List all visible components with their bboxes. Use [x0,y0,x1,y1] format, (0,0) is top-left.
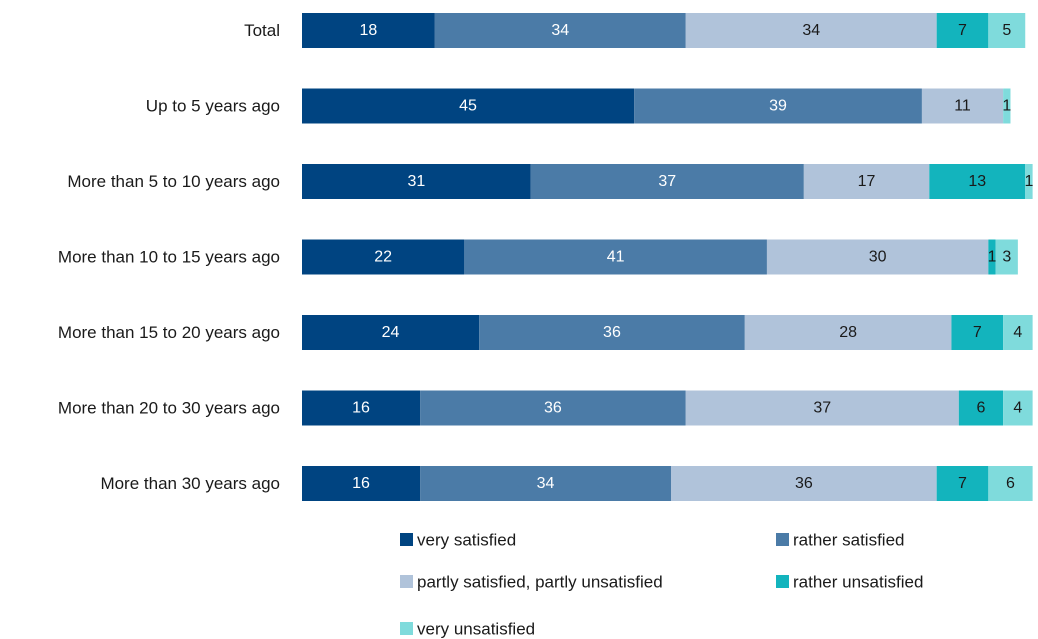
bar-segment [995,239,1018,275]
bar-segment [420,390,686,426]
data-label: 36 [603,324,621,341]
bar-segment [921,88,1004,124]
bar-segment [302,88,635,124]
bar-segment [434,13,686,48]
bar-segment [1003,88,1011,124]
category-axis: Total Up to 5 years ago More than 5 to 10 … [58,21,280,493]
data-label: 17 [858,173,876,190]
data-label: 22 [374,249,392,266]
bar-segment [803,164,930,199]
bar-segment [1003,315,1033,350]
legend: very satisfied rather satisfied partly sat… [400,531,923,639]
data-label: 45 [459,98,477,115]
category-label: Total [244,21,280,40]
bar-segment [302,164,531,199]
data-label: 37 [813,400,831,417]
data-label: 6 [1006,475,1015,492]
data-label: 36 [544,400,562,417]
legend-swatch [776,533,789,546]
bar-segment [685,13,937,48]
category-label: More than 20 to 30 years ago [58,399,280,418]
legend-label: rather unsatisfied [793,573,923,592]
bar-segment [1025,164,1033,199]
data-label: 3 [1002,249,1011,266]
category-label: More than 15 to 20 years ago [58,323,280,342]
data-label: 24 [382,324,400,341]
data-label: 4 [1013,324,1022,341]
data-label: 1 [1024,173,1033,190]
bar-segment [744,315,952,350]
data-label: 34 [802,22,820,39]
bar-segment [766,239,989,275]
data-label: 28 [839,324,857,341]
data-label: 16 [352,475,370,492]
legend-swatch [400,622,413,635]
legend-label: very unsatisfied [417,620,535,639]
bar-segment [302,466,421,501]
data-label: 36 [795,475,813,492]
data-label: 13 [968,173,986,190]
category-label: More than 30 years ago [100,474,280,493]
data-label: 1 [988,249,997,266]
legend-swatch [776,575,789,588]
legend-label: partly satisfied, partly unsatisfied [417,573,663,592]
bar-segment [464,239,767,275]
bar-segment [958,390,1004,426]
data-label: 1 [1002,98,1011,115]
data-label: 31 [407,173,425,190]
plot-area: 18 34 34 7 545 39 11 131 37 17 13 122 41 30 1 324 36 28 7 4… [302,13,1033,501]
data-label: 5 [1002,22,1011,39]
bar-segment [936,466,989,501]
legend-swatch [400,533,413,546]
data-label: 16 [352,400,370,417]
legend-label: very satisfied [417,531,516,550]
data-label: 7 [958,475,967,492]
bar-segment [988,13,1026,48]
data-label: 4 [1013,400,1022,417]
category-label: More than 10 to 15 years ago [58,248,280,267]
legend-swatch [400,575,413,588]
bar-segment [420,466,671,501]
bar-segment [302,239,465,275]
bar-segment [988,239,996,275]
data-label: 34 [537,475,555,492]
bar-segment [1003,390,1033,426]
bar-segment [988,466,1033,501]
bar-segment [951,315,1004,350]
bar-segment [634,88,922,124]
bar-segment [929,164,1026,199]
bar-segment [936,13,989,48]
bar-segment [302,315,480,350]
data-label: 37 [658,173,676,190]
data-label: 18 [360,22,378,39]
legend-label: rather satisfied [793,531,905,550]
bar-segment [302,13,435,48]
data-label: 11 [954,98,971,115]
bar-segment [671,466,937,501]
data-label: 30 [869,249,887,266]
bar-segment [530,164,804,199]
data-label: 7 [958,22,967,39]
data-label: 6 [977,400,986,417]
data-label: 41 [607,249,625,266]
category-label: Up to 5 years ago [146,97,280,116]
data-label: 7 [973,324,982,341]
category-label: More than 5 to 10 years ago [67,172,280,191]
data-label: 34 [551,22,569,39]
bar-segment [479,315,745,350]
data-label: 39 [769,98,787,115]
bar-segment [302,390,421,426]
bar-segment [685,390,959,426]
